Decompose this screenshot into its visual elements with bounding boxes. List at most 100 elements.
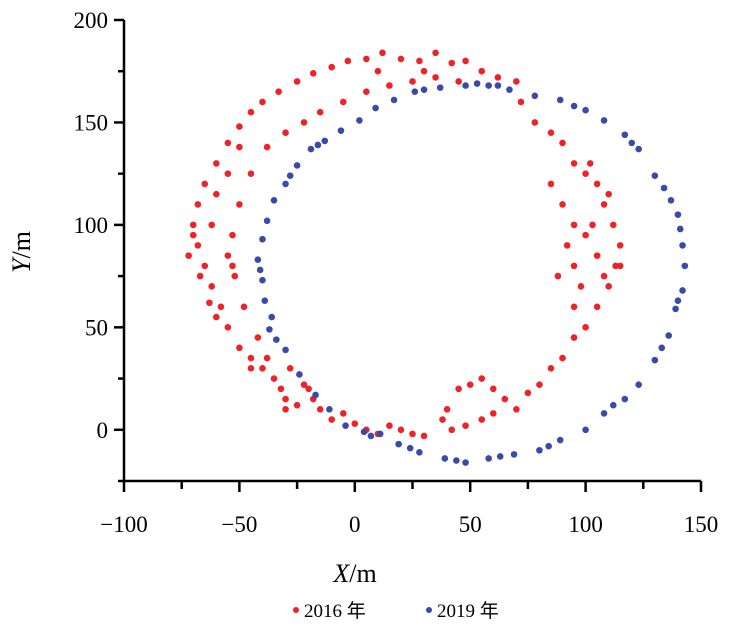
point-2019	[674, 211, 682, 218]
point-2019	[506, 86, 513, 93]
point-2016	[286, 365, 294, 372]
y-tick-label: 150	[74, 110, 109, 135]
point-2019	[556, 96, 564, 104]
point-2016	[293, 401, 301, 409]
point-2016	[455, 78, 462, 85]
point-2019	[570, 102, 578, 110]
point-2016	[448, 426, 456, 434]
point-2019	[321, 137, 329, 145]
point-2019	[545, 442, 552, 450]
point-2016	[275, 88, 282, 96]
point-2019	[367, 432, 375, 440]
point-2016	[593, 180, 601, 188]
point-2016	[328, 416, 336, 423]
point-2016	[247, 365, 255, 372]
point-2019	[296, 371, 303, 378]
point-2016	[489, 385, 497, 393]
point-2019	[395, 440, 402, 448]
x-tick-label: 100	[568, 512, 603, 537]
point-2016	[363, 55, 370, 63]
point-2019	[286, 172, 294, 180]
point-2019	[635, 145, 642, 153]
point-2016	[363, 88, 370, 96]
point-2019	[658, 344, 666, 352]
point-2019	[600, 410, 608, 417]
point-2016	[443, 405, 451, 413]
point-2016	[277, 385, 285, 393]
point-2016	[305, 385, 312, 393]
point-2016	[559, 139, 566, 147]
legend-label-2016: 2016 年	[304, 600, 366, 622]
point-2016	[462, 422, 469, 429]
point-2016	[524, 389, 532, 397]
point-2019	[256, 266, 264, 274]
point-2019	[679, 287, 686, 294]
x-tick-label: 150	[684, 512, 719, 537]
point-2016	[229, 262, 236, 270]
point-2016	[600, 201, 608, 208]
point-2016	[316, 108, 324, 116]
point-2016	[616, 242, 624, 249]
point-2016	[259, 98, 266, 106]
point-2016	[409, 78, 416, 85]
axes: −100 −50 0 50 100 150 0 50 100 150 200	[74, 8, 719, 537]
point-2016	[189, 221, 197, 229]
point-2019	[485, 455, 492, 462]
point-2019	[259, 276, 266, 284]
point-2016	[224, 170, 232, 177]
point-2016	[605, 283, 612, 290]
point-2019	[293, 162, 301, 169]
point-2016	[582, 324, 589, 331]
point-2016	[339, 98, 347, 106]
point-2019	[672, 305, 679, 313]
point-2016	[259, 365, 266, 372]
point-2019	[600, 117, 608, 124]
point-2016	[416, 57, 423, 65]
point-2016	[501, 395, 509, 403]
point-2016	[386, 422, 393, 429]
point-2016	[196, 272, 204, 280]
data-points	[185, 49, 689, 466]
point-2019	[420, 86, 428, 93]
point-2019	[261, 297, 269, 304]
point-2016	[586, 160, 594, 167]
point-2016	[517, 98, 525, 106]
point-2016	[559, 354, 566, 362]
point-2016	[478, 416, 486, 423]
point-2019	[282, 346, 289, 354]
point-2019	[411, 88, 419, 96]
point-2016	[379, 49, 386, 57]
point-2019	[259, 235, 266, 243]
point-2016	[339, 410, 347, 417]
x-tick-label: 0	[349, 512, 361, 537]
point-2016	[263, 143, 271, 151]
point-2016	[570, 303, 578, 311]
y-tick-label: 200	[74, 8, 109, 33]
point-2016	[600, 272, 608, 280]
point-2016	[217, 303, 225, 311]
point-2016	[208, 221, 216, 229]
y-axis-label: Y/m	[7, 231, 36, 273]
y-tick-label: 50	[85, 315, 108, 340]
point-2016	[236, 123, 243, 130]
point-2016	[282, 129, 289, 136]
point-2019	[453, 457, 460, 464]
point-2016	[236, 201, 243, 208]
point-2016	[224, 324, 232, 331]
point-2016	[344, 57, 352, 65]
point-2019	[582, 426, 589, 434]
point-2016	[213, 160, 220, 167]
point-2016	[563, 242, 571, 249]
point-2019	[531, 92, 539, 100]
point-2016	[231, 272, 239, 280]
point-2019	[307, 145, 315, 153]
point-2016	[213, 190, 220, 198]
point-2016	[224, 139, 232, 147]
y-tick-label: 0	[97, 418, 109, 443]
point-2016	[570, 334, 578, 341]
point-2019	[270, 197, 278, 204]
point-2016	[554, 272, 562, 280]
point-2019	[268, 313, 276, 321]
point-2016	[240, 303, 248, 311]
